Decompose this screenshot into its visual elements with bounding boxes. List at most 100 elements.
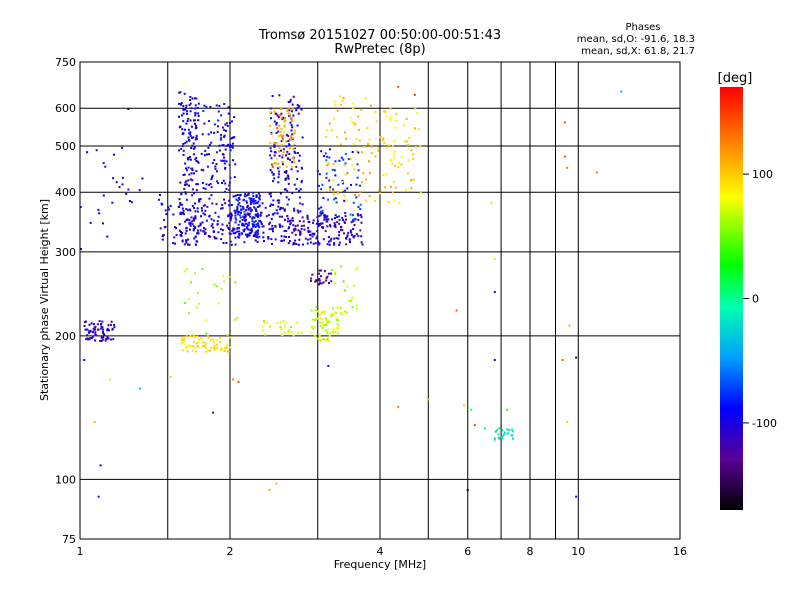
data-point	[344, 189, 346, 192]
data-point	[236, 194, 239, 196]
data-point	[334, 104, 337, 107]
data-point	[385, 115, 388, 118]
data-point	[318, 207, 321, 210]
data-point	[288, 236, 290, 238]
data-point	[258, 204, 261, 207]
data-point	[83, 321, 86, 324]
data-point	[229, 122, 231, 124]
data-point	[91, 335, 94, 338]
data-point	[285, 236, 287, 238]
data-point	[309, 230, 312, 233]
data-point	[334, 226, 337, 229]
data-point	[181, 207, 184, 210]
data-point	[179, 211, 182, 214]
data-point	[331, 307, 334, 310]
data-point	[189, 281, 192, 284]
data-point	[405, 117, 408, 120]
data-point	[301, 216, 304, 219]
data-point	[379, 136, 382, 139]
data-point	[271, 242, 273, 245]
data-point	[238, 202, 241, 205]
data-point	[257, 229, 260, 232]
data-point	[292, 157, 295, 159]
data-point	[107, 324, 110, 327]
data-point	[278, 124, 281, 127]
data-point	[326, 225, 329, 228]
data-point	[181, 342, 184, 345]
data-point	[187, 243, 190, 246]
data-point	[215, 285, 218, 288]
data-point	[327, 236, 330, 239]
data-point	[331, 218, 334, 221]
data-point	[414, 107, 417, 110]
data-point	[288, 219, 291, 222]
data-point	[183, 338, 185, 341]
data-point	[96, 323, 99, 326]
data-point	[237, 199, 240, 202]
data-point	[169, 204, 172, 207]
data-point	[249, 231, 252, 234]
data-point	[182, 142, 185, 145]
data-point	[384, 110, 387, 113]
chart-title: Tromsø 20151027 00:50:00-00:51:43	[258, 28, 501, 43]
data-point	[357, 115, 360, 118]
data-point	[261, 329, 264, 332]
data-point	[301, 136, 304, 139]
data-point	[194, 350, 197, 353]
data-point	[276, 158, 279, 161]
data-point	[494, 430, 497, 433]
data-point	[246, 235, 249, 238]
data-point	[220, 347, 223, 350]
data-point	[339, 143, 342, 146]
data-point	[285, 170, 288, 173]
data-point	[254, 233, 257, 235]
data-point	[279, 108, 282, 111]
data-point	[291, 137, 294, 140]
data-point	[325, 277, 328, 280]
data-point	[376, 120, 378, 123]
data-point	[106, 327, 109, 330]
data-point	[174, 242, 176, 245]
data-point	[306, 216, 309, 219]
data-point	[283, 124, 286, 127]
data-point	[92, 323, 95, 326]
data-point	[215, 346, 218, 349]
data-point	[223, 134, 226, 137]
data-point	[86, 334, 89, 337]
data-point	[473, 424, 476, 427]
data-point	[342, 182, 345, 185]
data-point	[389, 107, 392, 110]
data-point	[185, 268, 188, 271]
data-point	[288, 143, 291, 146]
data-point	[210, 178, 213, 181]
data-point	[344, 153, 347, 156]
data-point	[130, 201, 133, 204]
data-point	[224, 182, 227, 185]
data-point	[234, 243, 237, 246]
data-point	[575, 356, 578, 359]
data-point	[237, 223, 240, 226]
data-point	[342, 97, 345, 100]
data-point	[325, 218, 328, 221]
data-point	[331, 168, 334, 171]
data-point	[290, 110, 293, 113]
y-axis-label: Stationary phase Virtual Height [km]	[38, 199, 51, 401]
data-point	[351, 151, 354, 153]
data-point	[338, 95, 341, 98]
data-point	[220, 114, 222, 117]
data-point	[333, 190, 335, 193]
data-point	[275, 142, 278, 145]
data-point	[293, 150, 296, 153]
data-point	[272, 166, 275, 169]
data-point	[215, 163, 218, 165]
data-point	[246, 201, 248, 204]
data-point	[278, 94, 281, 97]
data-point	[185, 122, 188, 125]
data-point	[217, 215, 220, 218]
data-point	[360, 221, 363, 224]
data-point	[189, 228, 191, 231]
data-point	[234, 212, 237, 215]
data-point	[192, 340, 195, 343]
data-point	[282, 134, 285, 137]
data-point	[340, 311, 343, 314]
